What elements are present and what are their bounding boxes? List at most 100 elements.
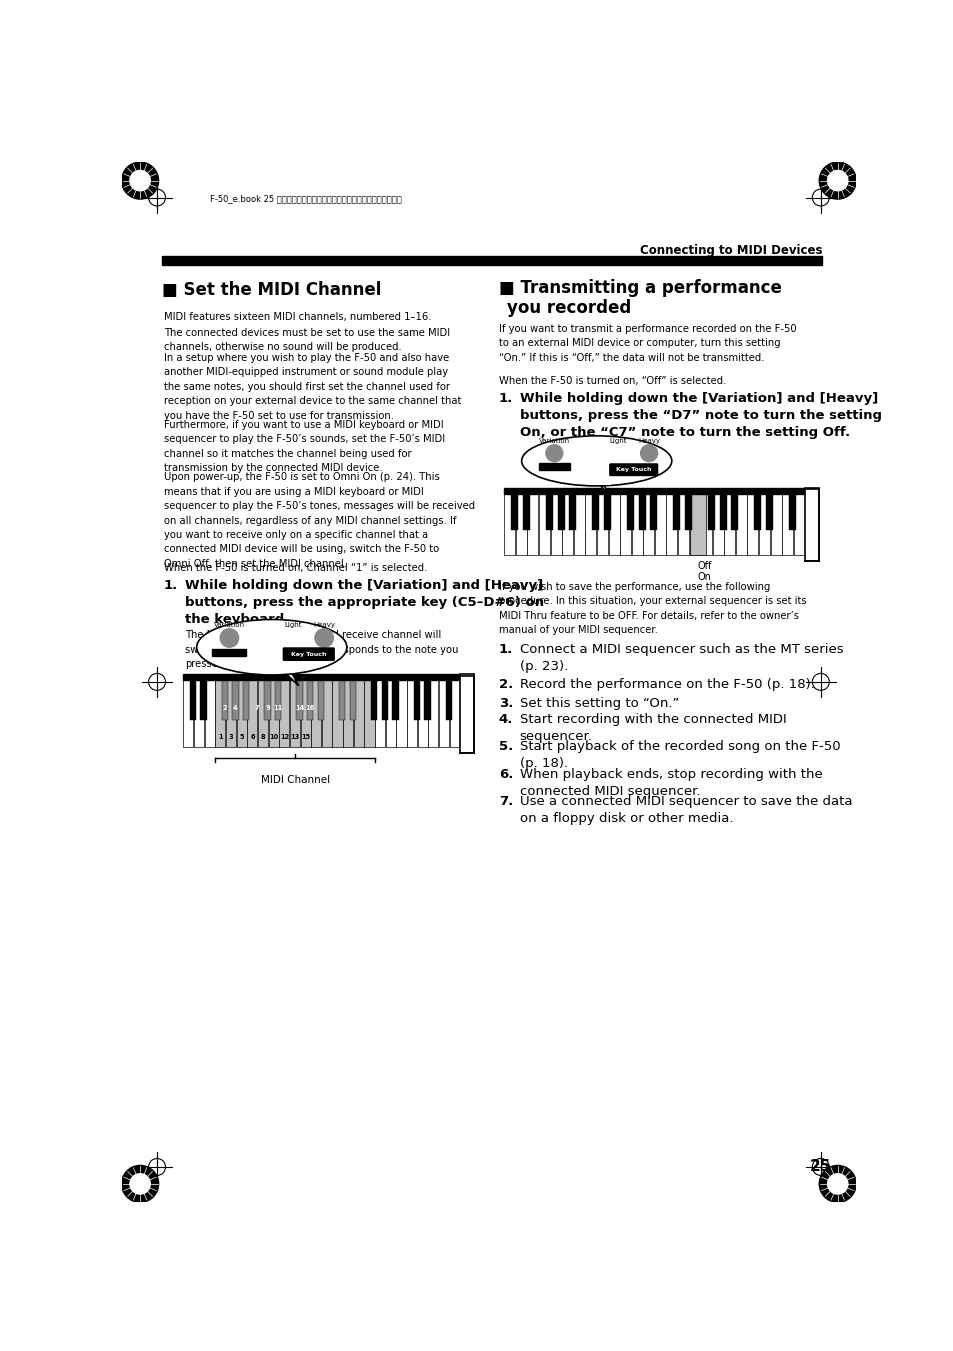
Bar (375, 678, 385, 747)
Text: 12: 12 (279, 735, 289, 740)
Bar (545, 492, 553, 530)
Text: 4: 4 (233, 705, 237, 711)
Text: Use a connected MIDI sequencer to save the data
on a floppy disk or other media.: Use a connected MIDI sequencer to save t… (519, 794, 851, 825)
Text: ■ Transmitting a performance: ■ Transmitting a performance (498, 280, 781, 297)
Text: 6: 6 (250, 735, 254, 740)
Polygon shape (279, 670, 294, 673)
Circle shape (545, 444, 562, 462)
Text: In a setup where you wish to play the F-50 and also have
another MIDI-equipped i: In a setup where you wish to play the F-… (164, 353, 461, 420)
Bar (417, 678, 427, 747)
Bar (413, 678, 419, 720)
Text: 2: 2 (222, 705, 227, 711)
Bar (638, 492, 645, 530)
Bar (274, 678, 281, 720)
Text: you recorded: you recorded (506, 299, 630, 317)
Bar (557, 492, 564, 530)
Circle shape (826, 170, 847, 190)
Bar (650, 492, 657, 530)
Bar (804, 488, 819, 561)
Text: Connecting to MIDI Devices: Connecting to MIDI Devices (639, 245, 821, 257)
Bar (396, 678, 406, 747)
Text: 5.: 5. (498, 739, 513, 753)
Text: F-50_e.book 25 ページ　２００５年２月２日　水曜日　午後５時１１分: F-50_e.book 25 ページ ２００５年２月２日 水曜日 午後５時１１分 (210, 193, 401, 203)
Text: 14: 14 (294, 705, 304, 711)
Bar (279, 678, 289, 747)
Bar (243, 678, 249, 720)
Bar (349, 678, 355, 720)
Text: The connected devices must be set to use the same MIDI
channels, otherwise no so: The connected devices must be set to use… (164, 328, 450, 353)
Bar (290, 678, 299, 747)
Text: Variation: Variation (538, 438, 569, 444)
Circle shape (640, 444, 657, 462)
Text: 7: 7 (254, 705, 259, 711)
Text: The MIDI transmit channel and receive channel will
switch to the number that cor: The MIDI transmit channel and receive ch… (185, 631, 457, 669)
Circle shape (130, 1174, 151, 1194)
Bar (700, 492, 711, 555)
Text: ■ Set the MIDI Channel: ■ Set the MIDI Channel (161, 281, 380, 300)
Text: When the F-50 is turned on, “Off” is selected.: When the F-50 is turned on, “Off” is sel… (498, 376, 725, 386)
Bar (321, 678, 332, 747)
Bar (504, 492, 515, 555)
Bar (193, 678, 204, 747)
Text: Furthermore, if you want to use a MIDI keyboard or MIDI
sequencer to play the F-: Furthermore, if you want to use a MIDI k… (164, 420, 445, 473)
Polygon shape (283, 669, 298, 686)
Bar (296, 678, 302, 720)
Text: Key Touch: Key Touch (616, 467, 651, 471)
Text: 1.: 1. (498, 643, 513, 657)
Bar (765, 492, 772, 530)
Text: 1.: 1. (498, 392, 513, 404)
Circle shape (819, 1166, 856, 1202)
Circle shape (284, 628, 302, 647)
Polygon shape (589, 480, 610, 485)
Bar (538, 492, 550, 555)
Text: 3.: 3. (498, 697, 513, 711)
Text: Set this setting to “On.”: Set this setting to “On.” (519, 697, 679, 711)
Bar (190, 678, 195, 720)
Bar (608, 492, 618, 555)
Text: Record the performance on the F-50 (p. 18).: Record the performance on the F-50 (p. 1… (519, 678, 814, 690)
Bar (183, 674, 460, 678)
Bar (673, 492, 679, 530)
Bar (538, 463, 569, 470)
Circle shape (826, 1174, 847, 1194)
Circle shape (121, 162, 158, 199)
Bar (781, 492, 792, 555)
Text: Heavy: Heavy (313, 621, 335, 628)
Bar (226, 678, 235, 747)
Bar (684, 492, 691, 530)
Bar (631, 492, 642, 555)
Bar (731, 492, 738, 530)
Bar (626, 492, 634, 530)
Bar (527, 492, 537, 555)
Circle shape (121, 1166, 158, 1202)
Bar (754, 492, 760, 530)
Text: 10: 10 (269, 735, 278, 740)
Text: When playback ends, stop recording with the
connected MIDI sequencer.: When playback ends, stop recording with … (519, 769, 821, 798)
Text: If you wish to save the performance, use the following
procedure. In this situat: If you wish to save the performance, use… (498, 582, 805, 635)
Bar (257, 678, 268, 747)
Bar (343, 678, 353, 747)
Text: MIDI features sixteen MIDI channels, numbered 1–16.: MIDI features sixteen MIDI channels, num… (164, 312, 431, 323)
Bar (666, 492, 677, 555)
Bar (585, 492, 596, 555)
Bar (597, 492, 607, 555)
Bar (213, 648, 246, 657)
Circle shape (314, 628, 333, 647)
Bar (642, 492, 654, 555)
Bar (215, 678, 225, 747)
Circle shape (220, 628, 238, 647)
Text: Light: Light (284, 621, 302, 628)
Text: 1: 1 (218, 735, 223, 740)
Text: Start recording with the connected MIDI
sequencer.: Start recording with the connected MIDI … (519, 713, 785, 743)
Text: Key Touch: Key Touch (291, 651, 326, 657)
Text: When the F-50 is turned on, Channel “1” is selected.: When the F-50 is turned on, Channel “1” … (164, 562, 427, 573)
Text: Variation: Variation (213, 621, 245, 628)
Text: While holding down the [Variation] and [Heavy]
buttons, press the appropriate ke: While holding down the [Variation] and [… (185, 580, 543, 627)
Ellipse shape (196, 620, 347, 676)
Text: 6.: 6. (498, 769, 513, 781)
Circle shape (819, 162, 856, 199)
Bar (654, 492, 665, 555)
Bar (788, 492, 796, 530)
Bar (183, 678, 193, 747)
Bar (311, 678, 321, 747)
